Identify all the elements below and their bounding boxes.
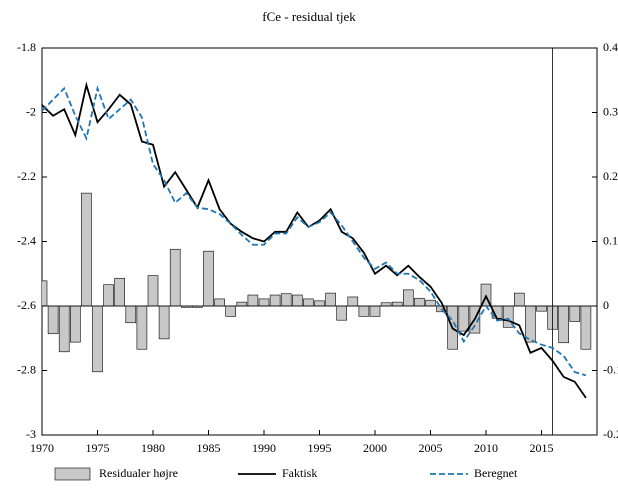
- legend-label: Residualer højre: [99, 466, 178, 480]
- bar: [280, 293, 292, 307]
- bar: [125, 305, 137, 324]
- x-tick-label: 2005: [419, 441, 443, 455]
- y2-tick-label: -0.2: [603, 427, 618, 441]
- bar: [536, 305, 547, 312]
- bar: [247, 294, 259, 307]
- bar: [580, 305, 592, 350]
- line: [42, 81, 587, 399]
- bar: [458, 305, 470, 332]
- x-tick-label: 1990: [252, 441, 276, 455]
- bar: [514, 292, 525, 307]
- x-tick-label: 2000: [363, 441, 387, 455]
- bar: [214, 298, 225, 307]
- y-tick-label: -2: [26, 104, 36, 118]
- chart-title: fCe - residual tjek: [262, 9, 356, 24]
- bar: [42, 280, 48, 307]
- y-tick-label: -2.6: [17, 298, 36, 312]
- plot-area: [42, 48, 597, 435]
- bar: [558, 305, 569, 344]
- bar: [103, 284, 114, 307]
- bar: [347, 296, 359, 307]
- y-tick-label: -2.4: [17, 233, 36, 247]
- bar: [236, 301, 248, 307]
- x-tick-label: 1985: [197, 441, 221, 455]
- bar: [92, 305, 103, 373]
- bar: [292, 294, 303, 307]
- y-tick-label: -1.8: [17, 40, 36, 54]
- x-tick-label: 1970: [30, 441, 54, 455]
- legend-label: Faktisk: [282, 466, 317, 480]
- legend-swatch: [54, 467, 91, 481]
- y-tick-label: -2.8: [17, 362, 36, 376]
- y2-tick-label: 0.4: [603, 40, 618, 54]
- bar: [58, 305, 70, 353]
- bar: [269, 294, 281, 307]
- bar: [303, 298, 314, 307]
- bar: [158, 305, 170, 340]
- bar: [314, 300, 325, 307]
- plot-frame: [41, 47, 598, 436]
- bar: [81, 192, 92, 307]
- y2-tick-label: 0.1: [603, 233, 618, 247]
- x-tick-label: 1975: [86, 441, 110, 455]
- bar: [525, 305, 536, 343]
- bar: [325, 292, 336, 307]
- bar: [414, 297, 425, 307]
- bar: [203, 250, 214, 307]
- legend-label: Beregnet: [474, 466, 518, 480]
- bar: [336, 305, 347, 321]
- x-tick-label: 1980: [141, 441, 165, 455]
- bar: [70, 305, 81, 343]
- bar: [569, 305, 581, 322]
- bar: [391, 301, 403, 307]
- y2-tick-label: 0.2: [603, 169, 618, 183]
- bar: [369, 305, 381, 317]
- bar: [147, 275, 159, 307]
- bar: [358, 305, 370, 317]
- y2-tick-label: 0.3: [603, 104, 618, 118]
- bar: [403, 289, 414, 307]
- y2-tick-label: 0: [603, 298, 609, 312]
- bar: [47, 305, 59, 335]
- x-tick-label: 2010: [474, 441, 498, 455]
- bar: [136, 305, 148, 350]
- y-tick-label: -3: [26, 427, 36, 441]
- line: [42, 85, 587, 377]
- bar: [380, 302, 392, 307]
- x-tick-label: 2015: [530, 441, 554, 455]
- y-tick-label: -2.2: [17, 169, 36, 183]
- x-tick-label: 1995: [308, 441, 332, 455]
- bar: [258, 298, 270, 307]
- bar: [169, 248, 181, 307]
- bar: [225, 305, 236, 317]
- bar: [425, 299, 436, 307]
- bar: [114, 277, 125, 307]
- y2-tick-label: -0.1: [603, 362, 618, 376]
